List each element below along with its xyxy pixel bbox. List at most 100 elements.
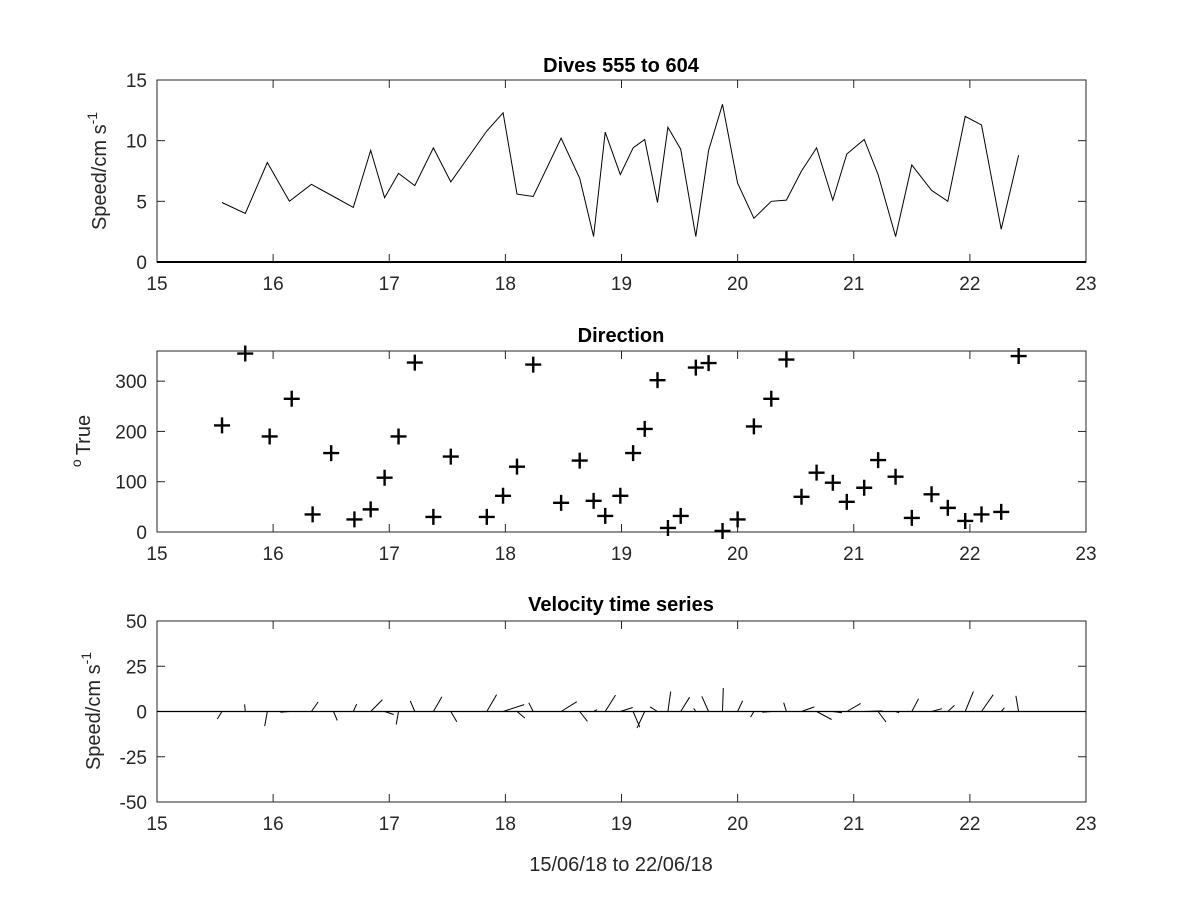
velocity-stick — [370, 699, 383, 712]
velocity-stick — [877, 711, 887, 723]
direction-marker — [585, 492, 602, 509]
velocity-x-tick-label: 19 — [611, 814, 632, 835]
velocity-stick — [649, 706, 658, 712]
velocity-stick — [680, 696, 691, 712]
direction-marker — [376, 469, 393, 486]
velocity-y-ticks: -50 -25 0 25 50 — [120, 612, 1086, 814]
direction-marker — [687, 359, 704, 376]
direction-marker — [495, 487, 512, 504]
velocity-stick — [931, 708, 943, 712]
direction-marker — [808, 464, 825, 481]
direction-y-tick-label: 300 — [115, 372, 147, 393]
direction-marker — [700, 355, 717, 372]
velocity-stick — [280, 711, 290, 713]
direction-x-tick-label: 19 — [611, 544, 632, 565]
speed-y-tick-label: 10 — [126, 132, 147, 153]
velocity-stick — [604, 694, 616, 712]
velocity-sticks — [216, 687, 1020, 729]
velocity-stick — [1015, 695, 1020, 712]
direction-marker — [973, 506, 990, 523]
direction-x-tick-label: 21 — [843, 544, 864, 565]
direction-marker — [793, 488, 810, 505]
direction-marker — [362, 501, 379, 518]
direction-panel-title: Direction — [578, 325, 665, 347]
direction-y-axis-label: o True — [68, 415, 95, 467]
speed-x-tick-label: 18 — [495, 274, 516, 295]
direction-marker — [939, 499, 956, 516]
velocity-stick — [636, 711, 646, 729]
velocity-stick — [981, 694, 994, 712]
direction-marker — [346, 511, 363, 528]
velocity-stick — [864, 710, 883, 712]
direction-y-tick-label: 100 — [115, 473, 147, 494]
direction-y-tick-label: 0 — [136, 523, 147, 544]
velocity-stick — [722, 687, 724, 712]
velocity-stick — [846, 702, 861, 712]
direction-marker — [714, 522, 731, 539]
direction-y-label-text: True — [73, 415, 95, 455]
velocity-stick — [516, 711, 526, 719]
direction-marker — [323, 445, 340, 462]
velocity-stick — [832, 711, 843, 714]
direction-x-tick-label: 17 — [379, 544, 400, 565]
direction-x-ticks: 15 16 17 18 19 20 21 22 23 — [146, 351, 1097, 565]
direction-marker — [887, 468, 904, 485]
direction-marker — [304, 506, 321, 523]
direction-marker — [214, 417, 231, 434]
velocity-stick — [333, 711, 338, 721]
velocity-y-tick-label: -25 — [120, 748, 147, 769]
velocity-x-tick-label: 17 — [379, 814, 400, 835]
speed-x-tick-label: 22 — [959, 274, 980, 295]
direction-marker — [612, 487, 629, 504]
velocity-y-tick-label: 50 — [126, 612, 147, 633]
direction-marker — [824, 474, 841, 491]
velocity-y-tick-label: 0 — [136, 703, 147, 724]
velocity-y-tick-label: 25 — [126, 657, 147, 678]
direction-marker — [442, 448, 459, 465]
speed-x-tick-label: 16 — [263, 274, 284, 295]
direction-marker — [870, 452, 887, 469]
velocity-stick — [310, 701, 319, 712]
velocity-x-tick-label: 15 — [146, 814, 167, 835]
velocity-stick — [593, 709, 598, 712]
velocity-x-tick-label: 21 — [843, 814, 864, 835]
direction-marker — [508, 458, 525, 475]
direction-marker — [649, 372, 666, 389]
direction-marker — [729, 511, 746, 528]
velocity-x-tick-label: 20 — [727, 814, 748, 835]
direction-marker — [261, 428, 278, 445]
direction-marker — [571, 452, 588, 469]
direction-marker — [425, 508, 442, 525]
direction-marker — [903, 509, 920, 526]
velocity-stick — [409, 700, 416, 712]
velocity-stick — [486, 694, 498, 712]
speed-y-tick-label: 15 — [126, 71, 147, 92]
direction-marker — [659, 519, 676, 536]
speed-x-ticks: 15 16 17 18 19 20 21 22 23 — [146, 80, 1097, 295]
speed-panel-title: Dives 555 to 604 — [543, 55, 700, 77]
velocity-x-tick-label: 18 — [495, 814, 516, 835]
speed-x-tick-label: 19 — [611, 274, 632, 295]
speed-y-label-sup: -1 — [84, 112, 100, 125]
velocity-stick — [911, 698, 920, 712]
direction-marker — [636, 420, 653, 437]
direction-marker — [957, 512, 974, 529]
velocity-stick — [450, 711, 458, 723]
velocity-stick — [620, 707, 633, 712]
velocity-stick — [352, 703, 358, 712]
velocity-stick — [579, 711, 588, 722]
direction-marker — [553, 494, 570, 511]
direction-y-tick-label: 200 — [115, 422, 147, 443]
velocity-stick — [737, 700, 744, 712]
direction-x-tick-label: 18 — [495, 544, 516, 565]
velocity-stick — [432, 696, 443, 712]
speed-x-tick-label: 23 — [1075, 274, 1096, 295]
speed-series-line — [221, 104, 1020, 237]
direction-marker — [856, 479, 873, 496]
velocity-stick — [895, 711, 900, 714]
velocity-stick — [1000, 707, 1005, 712]
direction-x-tick-label: 15 — [146, 544, 167, 565]
velocity-x-tick-label: 22 — [959, 814, 980, 835]
velocity-stick — [801, 706, 815, 712]
